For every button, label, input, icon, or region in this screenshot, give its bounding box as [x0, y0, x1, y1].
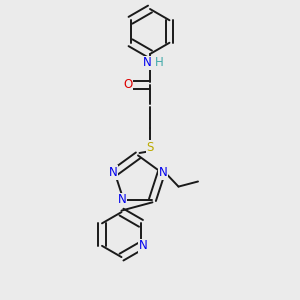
Text: N: N [118, 194, 126, 206]
Text: O: O [123, 78, 132, 91]
Text: N: N [142, 56, 152, 70]
Text: H: H [155, 56, 164, 70]
Text: S: S [146, 141, 154, 154]
Text: N: N [139, 239, 148, 252]
Text: N: N [109, 166, 118, 179]
Text: N: N [158, 166, 167, 179]
